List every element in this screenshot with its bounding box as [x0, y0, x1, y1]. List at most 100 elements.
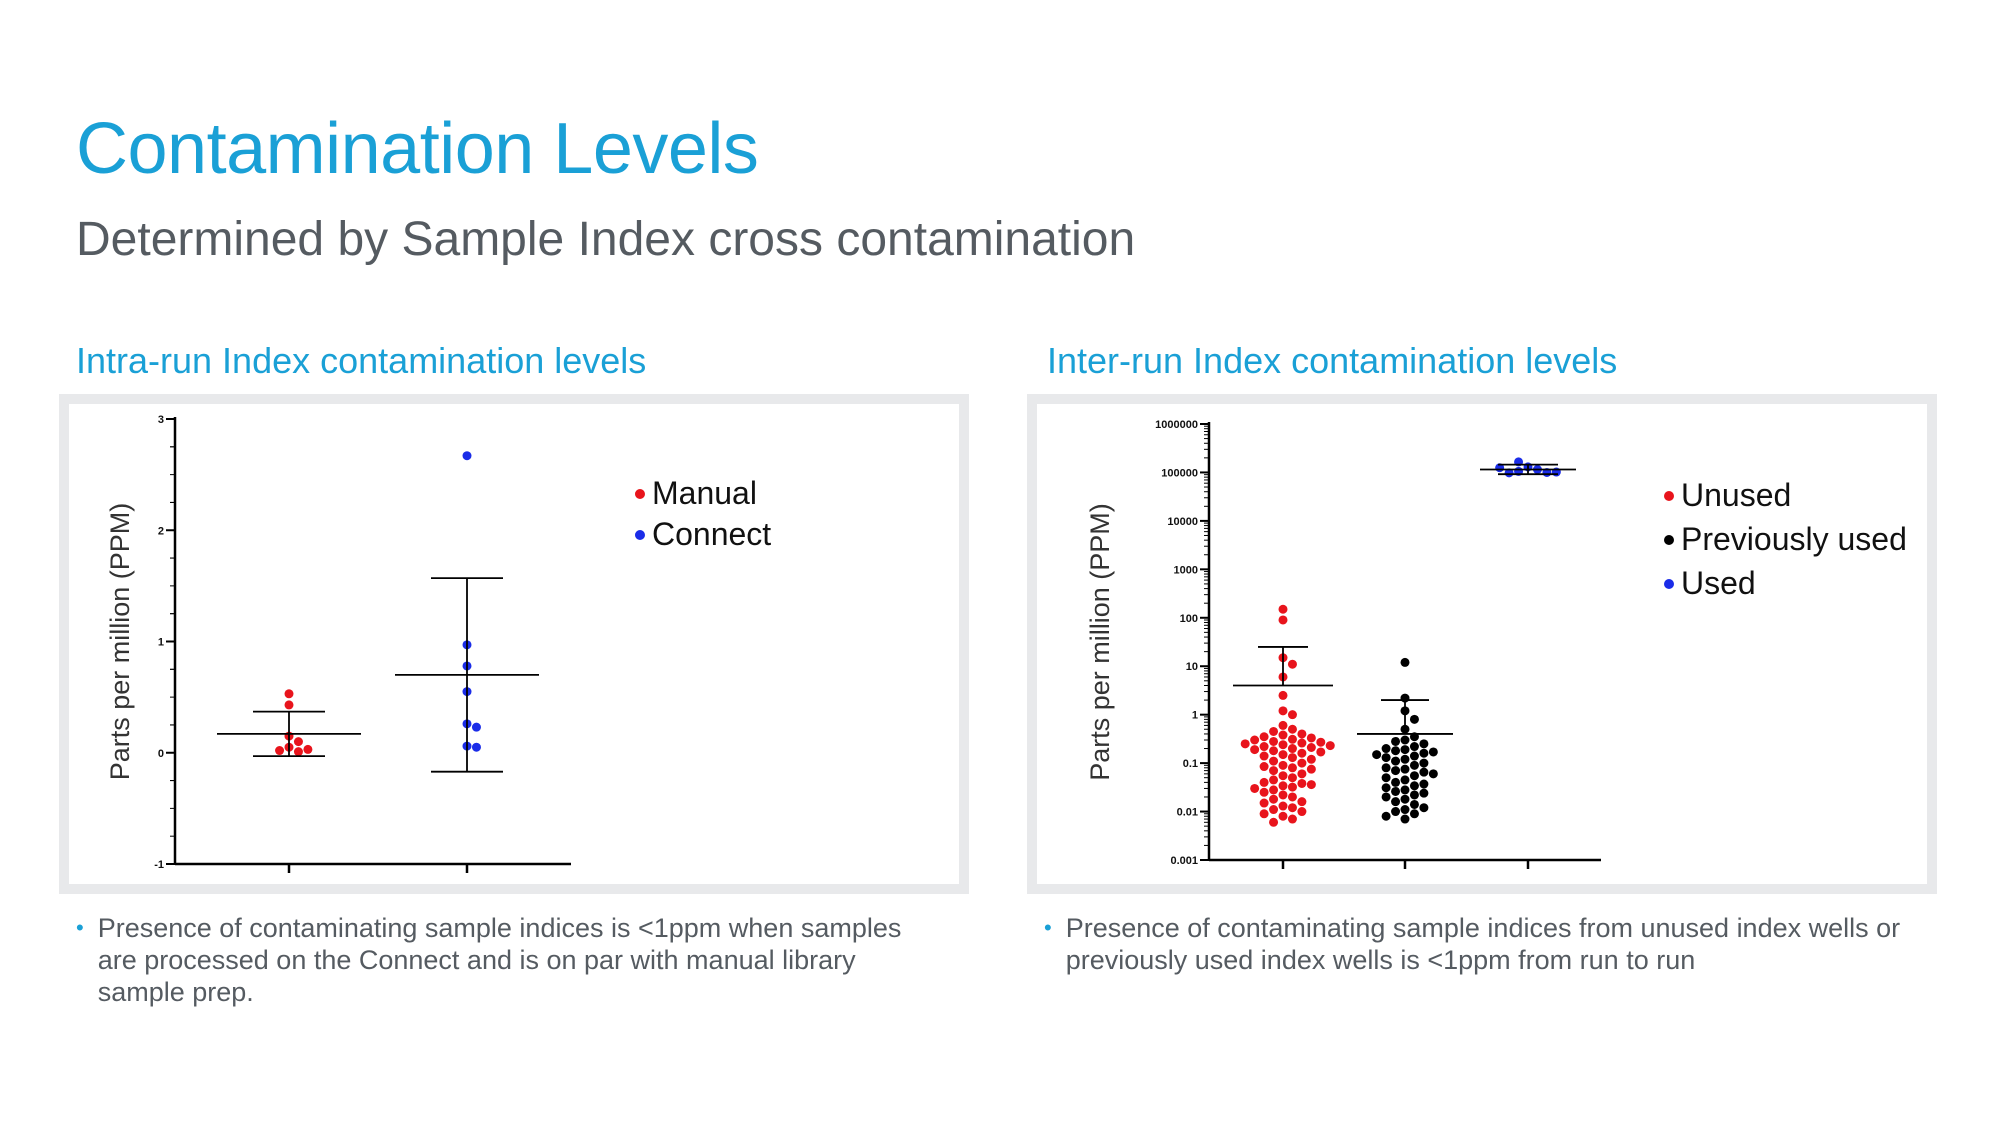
data-point	[1409, 771, 1419, 781]
data-point	[1419, 803, 1429, 813]
data-point	[1287, 792, 1297, 802]
data-point	[1400, 657, 1410, 667]
data-point	[1306, 764, 1316, 774]
data-point	[1287, 803, 1297, 813]
data-point	[1306, 780, 1316, 790]
data-point	[1391, 777, 1401, 787]
data-point	[1287, 659, 1297, 669]
data-point	[293, 737, 303, 747]
legend-marker	[1664, 535, 1674, 545]
data-point	[1419, 748, 1429, 758]
data-point	[1287, 773, 1297, 783]
data-point	[1409, 760, 1419, 770]
data-point	[1287, 763, 1297, 773]
data-point	[462, 451, 472, 461]
data-point	[1381, 811, 1391, 821]
data-point	[1504, 468, 1514, 478]
data-point	[1400, 785, 1410, 795]
data-point	[1306, 733, 1316, 743]
data-point	[1259, 742, 1269, 752]
y-tick-label: 100	[1180, 613, 1198, 625]
left-bullet: • Presence of contaminating sample indic…	[76, 912, 936, 1008]
data-point	[1278, 750, 1288, 760]
data-point	[1278, 771, 1288, 781]
data-point	[1287, 710, 1297, 720]
data-point	[1259, 809, 1269, 819]
data-point	[1269, 736, 1279, 746]
data-point	[1381, 744, 1391, 754]
right-bullet: • Presence of contaminating sample indic…	[1044, 912, 1904, 976]
y-tick-label: 1000	[1174, 564, 1198, 576]
data-point	[1278, 615, 1288, 625]
data-point	[1419, 788, 1429, 798]
left-panel-heading: Intra-run Index contamination levels	[76, 340, 647, 381]
y-tick-label: 1	[1192, 710, 1198, 722]
data-point	[1297, 807, 1307, 817]
data-point	[471, 742, 481, 752]
y-tick-label: 10	[1186, 661, 1198, 673]
data-point	[1428, 747, 1438, 757]
data-point	[1287, 782, 1297, 792]
y-tick-label: 0	[158, 748, 164, 760]
data-point	[1297, 748, 1307, 758]
data-point	[1269, 756, 1279, 766]
data-point	[1278, 706, 1288, 716]
data-point	[1259, 787, 1269, 797]
data-point	[1297, 769, 1307, 779]
data-point	[275, 746, 285, 756]
data-point	[1391, 756, 1401, 766]
data-point	[471, 722, 481, 732]
data-point	[1391, 807, 1401, 817]
data-point	[1409, 790, 1419, 800]
legend-marker	[1664, 579, 1674, 589]
y-tick-label: 0.01	[1177, 807, 1198, 819]
data-point	[1278, 801, 1288, 811]
data-point	[1409, 742, 1419, 752]
data-point	[1278, 760, 1288, 770]
data-point	[1400, 794, 1410, 804]
legend-label: Previously used	[1681, 521, 1907, 557]
data-point	[1250, 745, 1260, 755]
data-point	[1240, 739, 1250, 749]
data-point	[1287, 753, 1297, 763]
data-point	[1297, 778, 1307, 788]
data-point	[1259, 798, 1269, 808]
data-point	[293, 747, 303, 757]
data-point	[1278, 811, 1288, 821]
data-point	[1287, 734, 1297, 744]
legend-marker	[635, 489, 645, 499]
page-subtitle: Determined by Sample Index cross contami…	[76, 213, 1136, 266]
data-point	[1381, 783, 1391, 793]
legend-label: Manual	[652, 475, 757, 511]
y-tick-label: 1	[158, 637, 164, 649]
data-point	[1316, 737, 1326, 747]
legend-label: Connect	[652, 516, 771, 552]
data-point	[1409, 714, 1419, 724]
left-chart-panel: -1 0 1 2 3 Parts per million (PPM) Manual Conne…	[59, 394, 969, 894]
data-point	[1278, 690, 1288, 700]
right-bullet-text: Presence of contaminating sample indices…	[1065, 913, 1901, 975]
data-point	[1278, 720, 1288, 730]
data-point	[1409, 809, 1419, 819]
data-point	[1316, 747, 1326, 757]
data-point	[1278, 730, 1288, 740]
right-chart-panel: 0.001 0.01 0.1 1 10 100 1000 10000 100000 1000000…	[1027, 394, 1937, 894]
data-point	[1400, 775, 1410, 785]
data-point	[1381, 763, 1391, 773]
data-point	[1250, 783, 1260, 793]
data-point	[1391, 786, 1401, 796]
data-point	[1391, 797, 1401, 807]
data-point	[1381, 753, 1391, 763]
data-point	[1269, 726, 1279, 736]
data-point	[1409, 751, 1419, 761]
data-point	[1306, 743, 1316, 753]
data-point	[1391, 736, 1401, 746]
data-point	[1419, 767, 1429, 777]
right-panel-heading: Inter-run Index contamination levels	[1047, 340, 1618, 381]
data-point	[1269, 794, 1279, 804]
legend-label: Unused	[1681, 477, 1791, 513]
data-point	[1400, 814, 1410, 824]
page-title: Contamination Levels	[76, 109, 759, 189]
data-point	[1287, 724, 1297, 734]
data-point	[1325, 741, 1335, 751]
